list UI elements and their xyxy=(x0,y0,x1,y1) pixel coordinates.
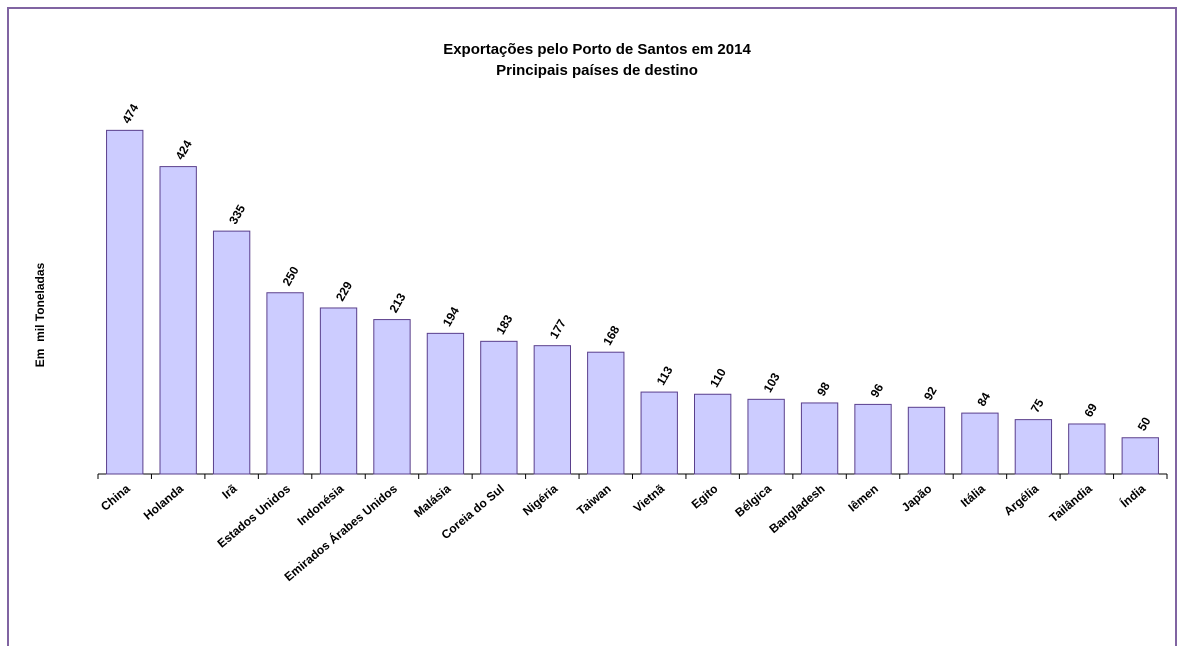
bar xyxy=(694,393,732,475)
data-label: 424 xyxy=(173,137,195,162)
x-tick-label: Iêmen xyxy=(845,482,881,515)
data-label: 335 xyxy=(226,202,248,227)
x-tick-label: Holanda xyxy=(141,481,187,522)
data-label: 474 xyxy=(119,101,141,126)
x-tick-label: Bélgica xyxy=(732,481,774,519)
data-label: 168 xyxy=(600,323,622,348)
bar xyxy=(1121,437,1159,475)
bar xyxy=(533,345,571,475)
x-tick-label: Taiwan xyxy=(574,482,613,518)
bar xyxy=(159,166,197,475)
y-axis-label: Em mil Toneladas xyxy=(33,262,47,367)
chart-subtitle: Principais países de destino xyxy=(496,62,698,79)
bar xyxy=(800,402,839,475)
data-label: 110 xyxy=(707,366,729,390)
frame xyxy=(7,7,1177,646)
bar xyxy=(747,398,785,475)
bar xyxy=(1068,423,1106,475)
x-tick-label: Tailândia xyxy=(1047,481,1095,525)
data-label: 69 xyxy=(1081,401,1100,420)
bar xyxy=(854,403,892,475)
bar xyxy=(266,292,304,475)
data-label: 183 xyxy=(493,312,515,337)
bar xyxy=(961,412,999,475)
x-tick-label: Vietnã xyxy=(631,481,668,515)
bar xyxy=(426,332,465,475)
data-label: 250 xyxy=(280,264,302,289)
x-tick-label: Malásia xyxy=(411,481,453,520)
x-tick-label: Itália xyxy=(958,481,988,510)
x-tick-label: Japão xyxy=(899,482,935,515)
x-tick-label: Nigéria xyxy=(520,481,560,518)
x-tick-label: China xyxy=(98,481,133,513)
data-label: 92 xyxy=(921,384,940,403)
x-tick-label: Egito xyxy=(689,482,721,512)
bar xyxy=(319,307,358,475)
bar xyxy=(480,340,518,475)
data-label: 113 xyxy=(654,364,676,388)
data-label: 194 xyxy=(440,304,462,329)
data-label: 84 xyxy=(974,390,993,409)
data-label: 96 xyxy=(867,381,886,400)
x-tick-label: Índia xyxy=(1117,481,1148,511)
x-tick-label: Indonésia xyxy=(295,481,347,528)
data-label: 229 xyxy=(333,279,355,304)
bar xyxy=(587,351,625,475)
bar xyxy=(373,319,411,475)
data-label: 177 xyxy=(547,317,569,342)
data-label: 75 xyxy=(1028,396,1047,415)
x-tick-label: Argélia xyxy=(1001,481,1041,518)
x-tick-label: Bangladesh xyxy=(766,482,827,536)
bar xyxy=(212,230,251,475)
data-label: 98 xyxy=(814,380,833,399)
x-tick-label: Irã xyxy=(219,481,239,501)
bar xyxy=(106,129,144,475)
bar xyxy=(640,391,678,475)
data-label: 103 xyxy=(761,370,783,395)
bar xyxy=(1014,419,1053,475)
data-label: 50 xyxy=(1135,414,1154,433)
chart-title: Exportações pelo Porto de Santos em 2014 xyxy=(443,41,751,58)
data-label: 213 xyxy=(386,290,408,315)
bar xyxy=(907,406,946,475)
